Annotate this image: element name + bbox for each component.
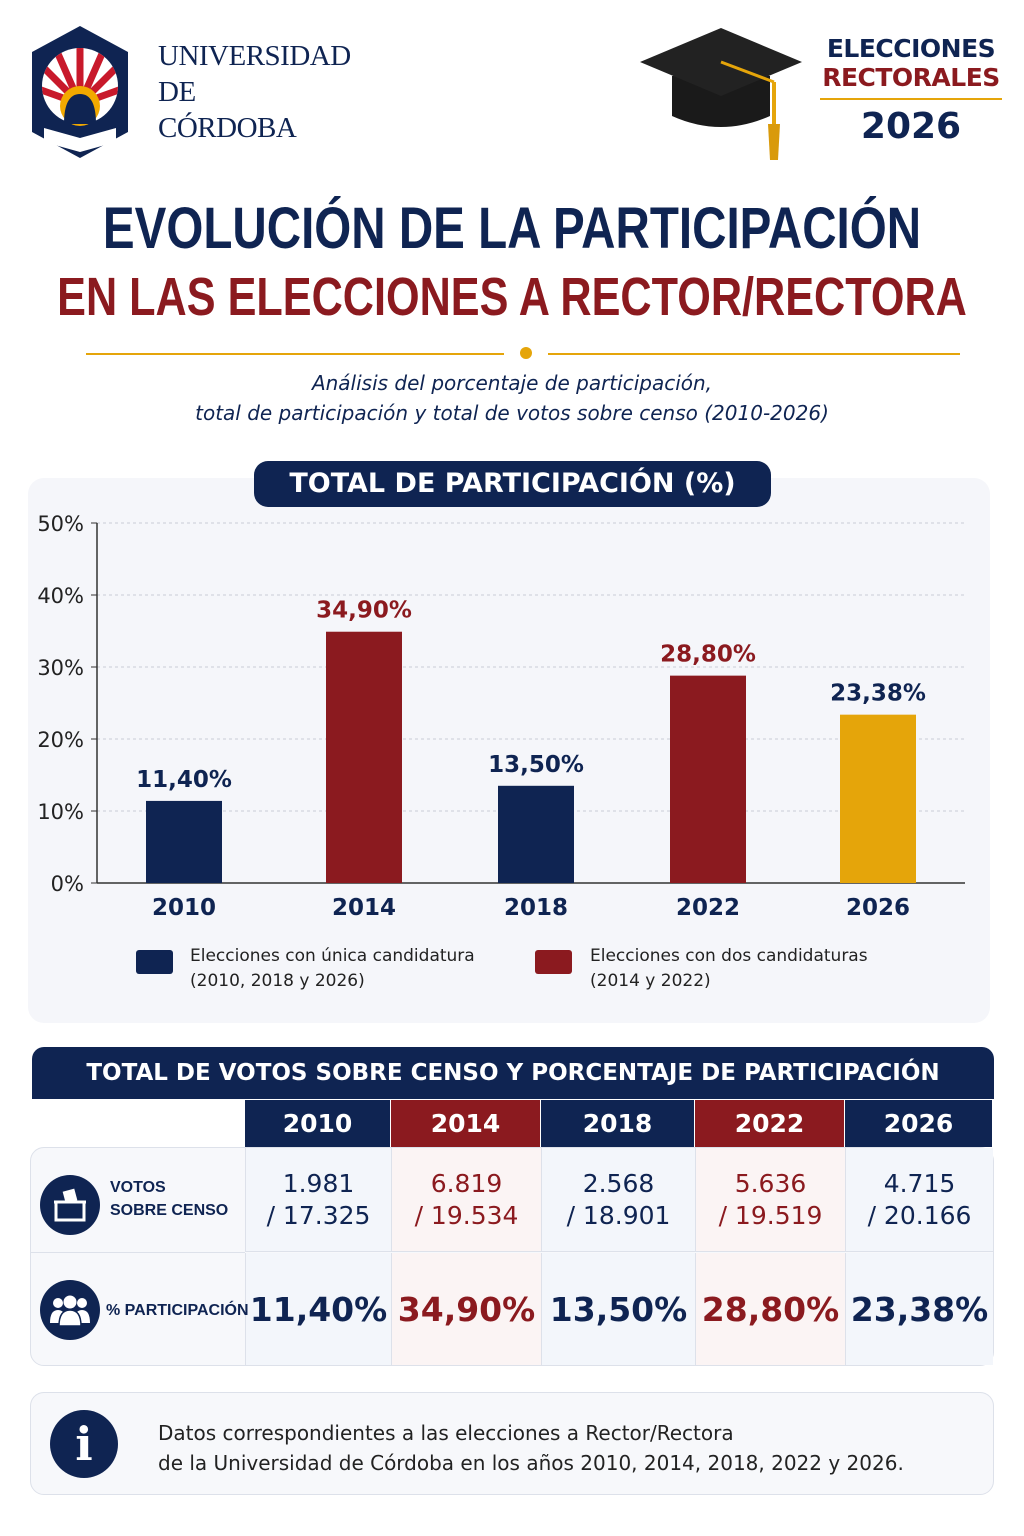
row-label-line: SOBRE CENSO [110,1202,229,1219]
y-tick-label: 0% [51,872,84,896]
legend-label: Elecciones con única candidatura [190,946,475,966]
chart-title: TOTAL DE PARTICIPACIÓN (%) [254,461,771,507]
votes-cell: 6.819/ 19.534 [391,1148,541,1252]
divider [86,353,504,355]
ballot-box-icon [40,1175,100,1235]
logo-line: UNIVERSIDAD [158,40,351,72]
census-count: / 20.166 [867,1200,972,1230]
election-badge: ELECCIONES RECTORALES 2026 [820,34,1002,147]
legend-double: Elecciones con dos candidaturas (2014 y … [590,944,868,994]
y-tick-label: 20% [37,728,84,752]
people-group-icon [40,1280,100,1340]
badge-line1: ELECCIONES [826,34,996,63]
year-header: 2022 [695,1100,844,1147]
x-tick-label: 2010 [152,895,216,921]
row-divider [31,1252,245,1253]
legend-swatch-double [535,950,572,974]
logo-line: CÓRDOBA [158,112,297,144]
votes-count: 4.715 [883,1168,956,1198]
y-tick-label: 10% [37,800,84,824]
bar-2010 [146,800,222,883]
year-header: 2018 [541,1100,694,1147]
participation-cell: 13,50% [541,1253,695,1365]
table-title: TOTAL DE VOTOS SOBRE CENSO Y PORCENTAJE … [32,1047,994,1099]
subtitle-line1: Análisis del porcentaje de participación… [311,371,713,395]
participation-cell: 28,80% [695,1253,845,1365]
info-line1: Datos correspondientes a las elecciones … [158,1421,734,1445]
info-icon: i [50,1410,118,1478]
graduation-cap-icon [636,26,806,166]
y-tick-label: 30% [37,656,84,680]
year-header: 2010 [245,1100,390,1147]
census-count: / 19.534 [414,1200,519,1230]
year-header: 2014 [391,1100,540,1147]
legend-swatch-single [136,950,173,974]
badge-line2: RECTORALES [820,63,1002,100]
votes-count: 1.981 [282,1168,355,1198]
x-tick-label: 2026 [846,895,910,921]
participation-cell: 11,40% [245,1253,391,1365]
votes-cell: 1.981/ 17.325 [245,1148,391,1252]
bar-chart: 0% 10% 20% 30% 40% 50% 11,40% 2010 34,90% 2014 13,… [37,512,965,921]
badge-year: 2026 [860,106,962,147]
row-label-line: VOTOS [110,1179,166,1196]
bar-2022 [670,675,746,883]
university-logo [28,24,132,164]
info-text: Datos correspondientes a las elecciones … [158,1418,904,1478]
info-line2: de la Universidad de Córdoba en los años… [158,1451,904,1475]
info-panel [30,1392,994,1495]
census-count: / 17.325 [266,1200,371,1230]
data-label: 34,90% [316,598,412,624]
data-label: 13,50% [488,752,584,778]
legend-label: (2014 y 2022) [590,971,711,991]
divider [548,353,960,355]
divider-dot [520,347,532,359]
university-name: UNIVERSIDAD DE CÓRDOBA [158,38,351,146]
page-title: EVOLUCIÓN DE LA PARTICIPACIÓN [102,196,922,261]
logo-line: DE [158,76,196,108]
data-label: 11,40% [136,767,232,793]
votes-cell: 5.636/ 19.519 [695,1148,845,1252]
x-tick-label: 2014 [332,895,396,921]
legend-label: (2010, 2018 y 2026) [190,971,365,991]
bar-2014 [326,631,402,883]
data-label: 23,38% [830,681,926,707]
votes-cell: 4.715/ 20.166 [845,1148,993,1252]
x-tick-label: 2022 [676,895,740,921]
votes-count: 6.819 [430,1168,503,1198]
votes-count: 2.568 [582,1168,655,1198]
row-label-votes: VOTOS SOBRE CENSO [110,1176,228,1222]
row-label-participation: % PARTICIPACIÓN [106,1302,249,1319]
legend-label: Elecciones con dos candidaturas [590,946,868,966]
x-tick-label: 2018 [504,895,568,921]
census-count: / 18.901 [566,1200,671,1230]
legend-single: Elecciones con única candidatura (2010, … [190,944,475,994]
subtitle: Análisis del porcentaje de participación… [0,368,1024,428]
census-count: / 19.519 [718,1200,823,1230]
votes-count: 5.636 [734,1168,807,1198]
chart-panel [28,478,990,1023]
data-label: 28,80% [660,642,756,668]
bar-2026 [840,714,916,883]
page-title-line2: EN LAS ELECCIONES A RECTOR/RECTORA [57,267,967,327]
y-tick-label: 40% [37,584,84,608]
subtitle-line2: total de participación y total de votos … [195,401,829,425]
participation-cell: 23,38% [845,1253,993,1365]
participation-cell: 34,90% [391,1253,541,1365]
bar-2018 [498,785,574,883]
votes-cell: 2.568/ 18.901 [541,1148,695,1252]
y-tick-label: 50% [37,512,84,536]
year-header: 2026 [845,1100,992,1147]
